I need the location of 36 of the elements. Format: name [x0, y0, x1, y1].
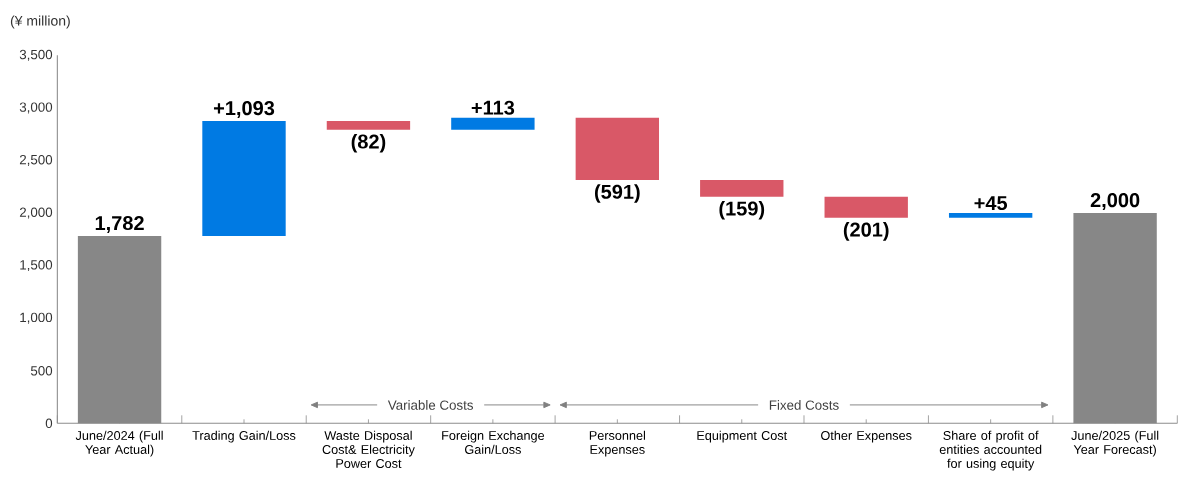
data-label: +113: [471, 100, 515, 115]
y-tick-label: 3,500: [19, 49, 53, 61]
data-label: 2,000: [1090, 193, 1140, 211]
y-tick-label: 0: [45, 418, 53, 429]
data-label: (159): [719, 200, 765, 220]
x-tick-label: Equipment Cost: [697, 430, 788, 443]
bar: [824, 196, 908, 218]
bar: [948, 213, 1033, 218]
y-tick-label: 1,500: [20, 260, 53, 272]
x-tick-label: Other Expenses: [821, 430, 912, 443]
data-label: (201): [843, 222, 889, 241]
y-tick-label: 2,500: [19, 154, 53, 166]
data-label: 1,782: [95, 215, 144, 234]
x-tick-label: Share of profit of entities accounted for using equity: [939, 430, 1042, 471]
x-tick-label: June/2024 (Full Year Actual): [75, 430, 163, 457]
bar: [451, 117, 535, 130]
bar: [326, 121, 411, 130]
y-axis-title: (¥ million): [10, 15, 70, 29]
bar: [202, 121, 286, 236]
bar: [700, 179, 784, 197]
annotation: Fixed Costs: [769, 400, 839, 410]
x-tick-label: Trading Gain/Loss: [192, 430, 296, 443]
x-tick-label: Foreign Exchange Gain/Loss: [442, 430, 545, 454]
y-tick-label: 2,000: [19, 207, 53, 219]
x-tick-label: June/2025 (Full Year Forecast): [1071, 430, 1159, 457]
data-label: (591): [594, 184, 640, 203]
data-label: +45: [974, 196, 1008, 211]
annotation: Variable Costs: [387, 400, 474, 410]
x-tick-label: Personnel Expenses: [589, 430, 645, 457]
y-tick-label: 3,000: [19, 102, 53, 114]
y-tick-label: 1,000: [20, 312, 53, 324]
bar: [575, 117, 660, 180]
x-tick-label: Waste Disposal Cost& Electricity Power Cost: [322, 430, 415, 468]
data-label: +1,093: [213, 101, 275, 119]
data-label: (82): [351, 133, 386, 153]
y-tick-label: 500: [30, 366, 53, 376]
